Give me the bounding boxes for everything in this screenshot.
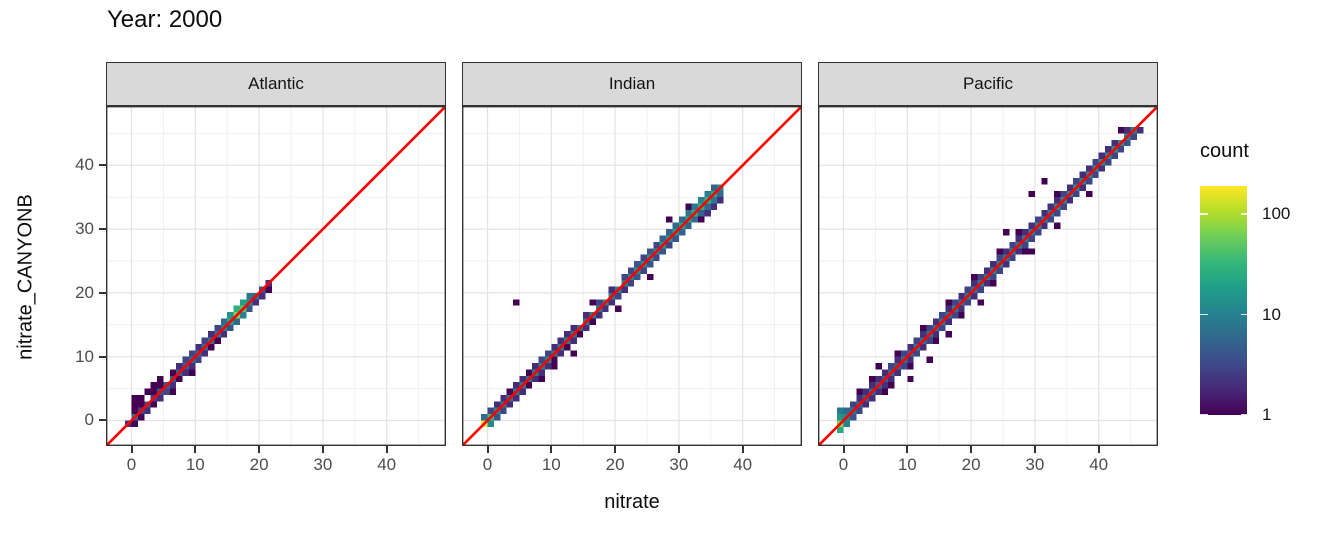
x-tick-label: 20 [249, 455, 269, 474]
y-tick-label: 20 [75, 282, 94, 302]
y-tick-mark [99, 291, 106, 294]
x-tick-mark [906, 446, 909, 453]
x-tick-mark [741, 446, 744, 453]
facet-strip-label: Indian [608, 74, 656, 93]
legend-tick-mark [1241, 213, 1249, 215]
legend-colorbar [1200, 186, 1247, 415]
legend-tick-label: 1 [1262, 405, 1272, 424]
y-tick-label: 40 [75, 155, 94, 175]
plot-title: Year: 2000 [107, 6, 223, 33]
legend-tick-mark [1241, 313, 1249, 316]
x-tick-mark [130, 446, 133, 453]
panel-indian [462, 106, 802, 446]
x-tick-label: 20 [961, 455, 981, 474]
x-tick-label: 30 [1025, 455, 1045, 474]
x-tick-mark [614, 446, 617, 453]
legend-tick-mark [1200, 313, 1208, 316]
legend-title: count [1200, 140, 1249, 162]
identity-reference-line [462, 106, 802, 446]
identity-reference-line [106, 106, 446, 446]
legend-tick-mark [1200, 213, 1208, 215]
legend-tick-mark [1200, 414, 1208, 416]
legend-tick-label: 10 [1262, 304, 1281, 324]
x-tick-label: 0 [126, 455, 137, 474]
y-tick-mark [99, 355, 106, 358]
x-tick-label: 10 [541, 455, 561, 474]
x-tick-label: 30 [313, 455, 333, 474]
x-tick-label: 40 [1089, 455, 1109, 474]
facet-strip-atlantic: Atlantic [106, 62, 446, 106]
facet-strip-pacific: Pacific [818, 62, 1158, 106]
panel-pacific [818, 106, 1158, 446]
x-tick-mark [321, 446, 324, 453]
x-tick-label: 0 [838, 455, 849, 474]
y-tick-label: 10 [75, 346, 94, 366]
x-tick-label: 20 [605, 455, 625, 474]
y-tick-mark [99, 419, 106, 422]
x-tick-mark [385, 446, 388, 453]
x-tick-mark [1097, 446, 1100, 453]
bin2d-layer [837, 127, 1144, 434]
y-tick-label: 0 [84, 410, 94, 430]
x-tick-label: 10 [185, 455, 205, 474]
x-tick-label: 40 [733, 455, 753, 474]
x-tick-mark [258, 446, 261, 453]
x-tick-mark [1033, 446, 1036, 453]
facet-strip-label: Atlantic [248, 74, 304, 93]
legend-tick-mark [1241, 414, 1249, 416]
panel-atlantic [106, 106, 446, 446]
x-tick-mark [550, 446, 553, 453]
y-tick-label: 30 [75, 219, 94, 239]
x-tick-mark [677, 446, 680, 453]
x-tick-label: 0 [482, 455, 493, 474]
x-tick-label: 40 [377, 455, 397, 474]
x-tick-mark [194, 446, 197, 453]
x-tick-mark [970, 446, 973, 453]
y-tick-mark [99, 164, 106, 167]
legend-tick-label: 100 [1262, 204, 1291, 223]
x-axis-title: nitrate [604, 491, 660, 513]
facet-strip-label: Pacific [962, 74, 1014, 93]
facet-strip-indian: Indian [462, 62, 802, 106]
x-tick-label: 30 [669, 455, 689, 474]
y-axis-title: nitrate_CANYONB [14, 194, 37, 360]
x-tick-mark [486, 446, 489, 453]
y-tick-mark [99, 228, 106, 231]
x-tick-label: 10 [897, 455, 917, 474]
x-tick-mark [842, 446, 845, 453]
identity-reference-line [818, 106, 1158, 446]
